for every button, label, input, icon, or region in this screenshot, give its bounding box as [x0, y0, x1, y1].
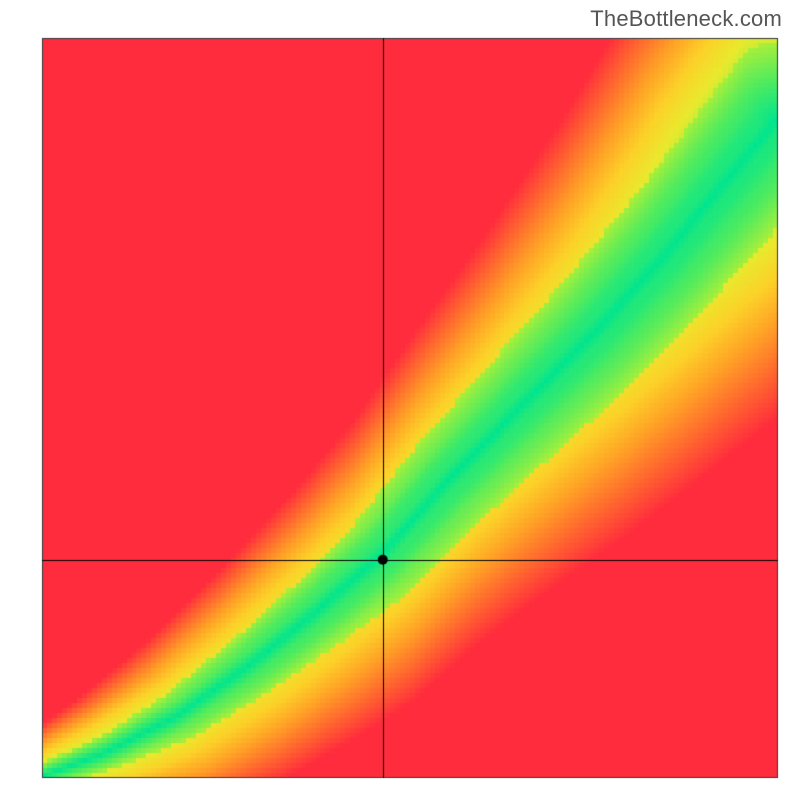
heatmap-canvas: [0, 0, 800, 800]
watermark-text: TheBottleneck.com: [590, 6, 782, 32]
figure-container: TheBottleneck.com: [0, 0, 800, 800]
